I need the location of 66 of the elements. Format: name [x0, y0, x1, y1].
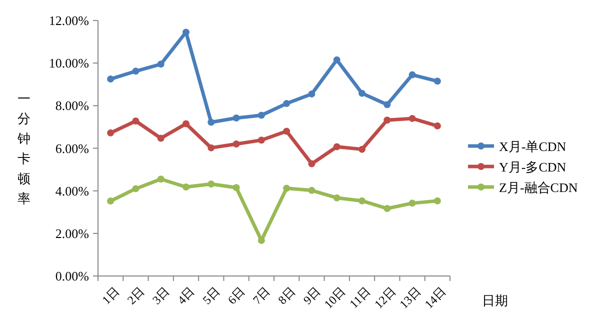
point: [232, 184, 240, 192]
point: [333, 56, 340, 64]
point: [208, 180, 215, 188]
point: [333, 143, 340, 150]
point: [283, 100, 290, 108]
x-tick-label: 13日: [396, 284, 424, 312]
x-tick-label: 8日: [275, 284, 298, 308]
point: [182, 184, 190, 190]
point: [358, 90, 366, 97]
point: [157, 176, 164, 183]
x-tick-label: 6日: [225, 284, 248, 308]
point: [132, 117, 140, 124]
point: [384, 205, 391, 212]
y-tick-label: 10.00%: [48, 56, 90, 71]
point: [208, 118, 215, 126]
point: [358, 146, 366, 153]
x-tick-label: 10日: [321, 284, 348, 312]
point: [107, 76, 114, 83]
x-tick-label: 9日: [300, 284, 324, 308]
point: [384, 116, 391, 124]
x-tick-label: 5日: [200, 284, 222, 308]
point: [434, 197, 441, 204]
point: [434, 78, 441, 85]
y-tick-label: 2.00%: [55, 226, 90, 241]
legend-label: X月-单CDN: [499, 139, 567, 154]
y-axis-title: 一分钟卡顿率: [16, 91, 30, 206]
point: [434, 122, 441, 130]
y-tick-label: 4.00%: [55, 183, 90, 198]
legend-label: Y月-多CDN: [499, 160, 567, 174]
y-tick-label: 6.00%: [55, 140, 90, 156]
point: [408, 200, 416, 207]
x-tick-label: 4日: [174, 284, 198, 308]
y-tick-label: 0.00%: [55, 268, 90, 284]
point: [232, 140, 240, 148]
point: [157, 134, 164, 142]
point: [208, 144, 215, 152]
point: [308, 160, 316, 168]
point: [132, 185, 140, 192]
point: [308, 186, 316, 194]
x-tick-label: 12日: [372, 284, 398, 312]
point: [308, 90, 316, 98]
y-tick-label: 12.00%: [48, 13, 90, 28]
x-tick-label: 11日: [346, 284, 374, 312]
legend-label: Z月-融合CDN: [499, 180, 578, 195]
point: [258, 112, 265, 119]
point: [333, 194, 340, 202]
x-tick-label: 7日: [250, 284, 273, 308]
point: [283, 128, 290, 135]
point: [258, 136, 265, 144]
x-tick-label: 3日: [150, 284, 172, 308]
point: [132, 68, 140, 75]
point: [408, 71, 416, 78]
point: [384, 101, 391, 108]
point: [232, 114, 240, 122]
point: [283, 184, 290, 192]
y-tick-label: 8.00%: [55, 98, 90, 114]
x-tick-label: 2日: [124, 284, 148, 308]
x-axis-title: 日期: [482, 293, 508, 308]
point: [408, 114, 416, 122]
x-tick-label: 14日: [422, 284, 449, 312]
x-tick-label: 1日: [99, 284, 122, 308]
point: [358, 197, 366, 204]
point: [107, 129, 114, 136]
point: [157, 60, 164, 68]
point: [107, 198, 114, 205]
point: [182, 120, 190, 128]
